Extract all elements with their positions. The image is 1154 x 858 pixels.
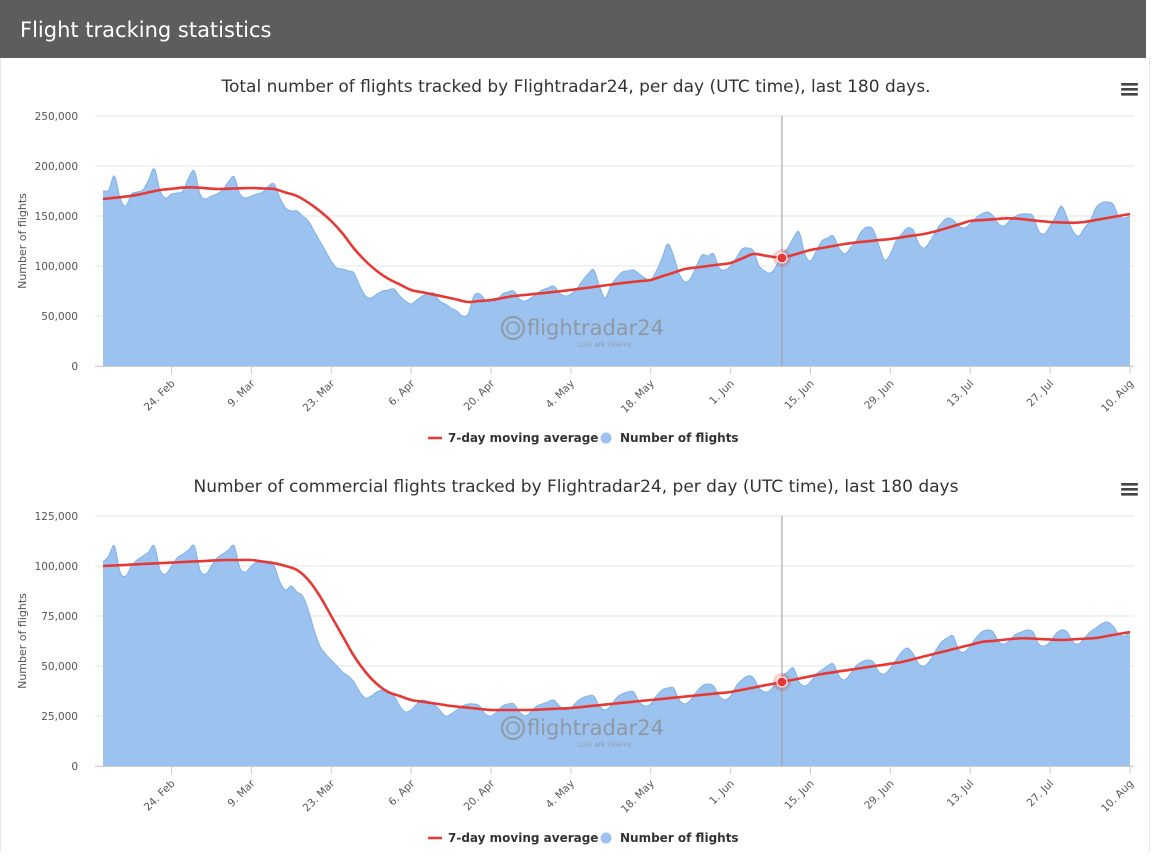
y-tick-label: 50,000 (41, 311, 78, 323)
legend-item-number-of-flights[interactable]: Number of flights (600, 831, 739, 845)
svg-text:7-day moving average: 7-day moving average (448, 831, 598, 845)
x-tick-label: 24. Feb (142, 377, 178, 413)
svg-text:Number of flights: Number of flights (620, 431, 739, 445)
x-tick-label: 15. Jun (782, 778, 816, 812)
x-tick-label: 1. Jun (707, 778, 737, 808)
x-tick-label: 29. Jun (862, 778, 896, 812)
svg-text:Number of flights: Number of flights (620, 831, 739, 845)
svg-text:LIVE AIR TRAFFIC: LIVE AIR TRAFFIC (578, 341, 634, 349)
x-tick-label: 6. Apr (386, 777, 417, 808)
highlight-point[interactable] (776, 676, 788, 688)
series-number-of-flights-area (103, 545, 1130, 766)
y-tick-label: 125,000 (35, 511, 78, 523)
x-tick-label: 9. Mar (226, 377, 258, 409)
x-tick-label: 24. Feb (142, 777, 178, 813)
chart-menu-hamburger-icon[interactable] (1117, 79, 1141, 101)
x-tick-label: 4. May (544, 378, 577, 411)
y-tick-label: 50,000 (41, 661, 78, 673)
chart-svg: Number of commercial flights tracked by … (16, 477, 1141, 845)
x-tick-label: 6. Apr (386, 377, 417, 408)
series-number-of-flights-line (102, 168, 1131, 317)
series-number-of-flights-area (103, 168, 1130, 366)
y-axis-label: Number of flights (16, 193, 29, 289)
x-tick-label: 29. Jun (862, 378, 896, 412)
x-tick-label: 27. Jul (1025, 778, 1057, 810)
x-tick-label: 1. Jun (707, 378, 737, 408)
x-tick-label: 18. May (619, 778, 657, 816)
chart-title: Total number of flights tracked by Fligh… (221, 77, 931, 97)
x-tick-label: 13. Jul (945, 378, 977, 410)
series-number-of-flights-line (102, 544, 1131, 717)
commercial-flights-chart: Number of commercial flights tracked by … (0, 458, 1154, 858)
y-tick-label: 75,000 (41, 611, 78, 623)
x-tick-label: 10. Aug (1099, 778, 1136, 815)
series-7-day-moving-average-line (102, 186, 1131, 304)
y-tick-label: 100,000 (35, 261, 78, 273)
x-tick-label: 10. Aug (1099, 378, 1136, 415)
svg-text:7-day moving average: 7-day moving average (448, 431, 598, 445)
chart-title: Number of commercial flights tracked by … (194, 477, 959, 497)
x-tick-label: 20. Apr (462, 377, 498, 413)
x-tick-label: 20. Apr (462, 777, 498, 813)
svg-text:LIVE AIR TRAFFIC: LIVE AIR TRAFFIC (578, 741, 634, 749)
chart-svg: Total number of flights tracked by Fligh… (16, 77, 1141, 445)
x-tick-label: 23. Mar (301, 377, 338, 414)
page-header: Flight tracking statistics (0, 0, 1150, 58)
svg-text:flightradar24: flightradar24 (527, 316, 664, 340)
y-tick-label: 0 (71, 361, 78, 373)
y-tick-label: 100,000 (35, 561, 78, 573)
svg-text:flightradar24: flightradar24 (527, 716, 664, 740)
y-tick-label: 150,000 (35, 211, 78, 223)
page-title: Flight tracking statistics (20, 18, 272, 42)
y-axis-label: Number of flights (16, 593, 29, 689)
legend-item-7-day-moving-average[interactable]: 7-day moving average (428, 431, 598, 445)
y-tick-label: 0 (71, 761, 78, 773)
highlight-point[interactable] (776, 252, 788, 264)
legend-item-number-of-flights[interactable]: Number of flights (600, 431, 739, 445)
total-flights-chart: Total number of flights tracked by Fligh… (0, 58, 1154, 458)
x-tick-label: 9. Mar (226, 777, 258, 809)
x-tick-label: 27. Jul (1025, 378, 1057, 410)
x-tick-label: 23. Mar (301, 777, 338, 814)
series-7-day-moving-average-line (102, 558, 1131, 712)
x-tick-label: 4. May (544, 778, 577, 811)
chart-legend: 7-day moving average Number of flights (428, 431, 739, 445)
chart-menu-hamburger-icon[interactable] (1117, 479, 1141, 501)
y-tick-label: 25,000 (41, 711, 78, 723)
x-tick-label: 18. May (619, 378, 657, 416)
x-tick-label: 15. Jun (782, 378, 816, 412)
chart-legend: 7-day moving average Number of flights (428, 831, 739, 845)
x-tick-label: 13. Jul (945, 778, 977, 810)
legend-item-7-day-moving-average[interactable]: 7-day moving average (428, 831, 598, 845)
y-tick-label: 250,000 (35, 111, 78, 123)
y-tick-label: 200,000 (35, 161, 78, 173)
